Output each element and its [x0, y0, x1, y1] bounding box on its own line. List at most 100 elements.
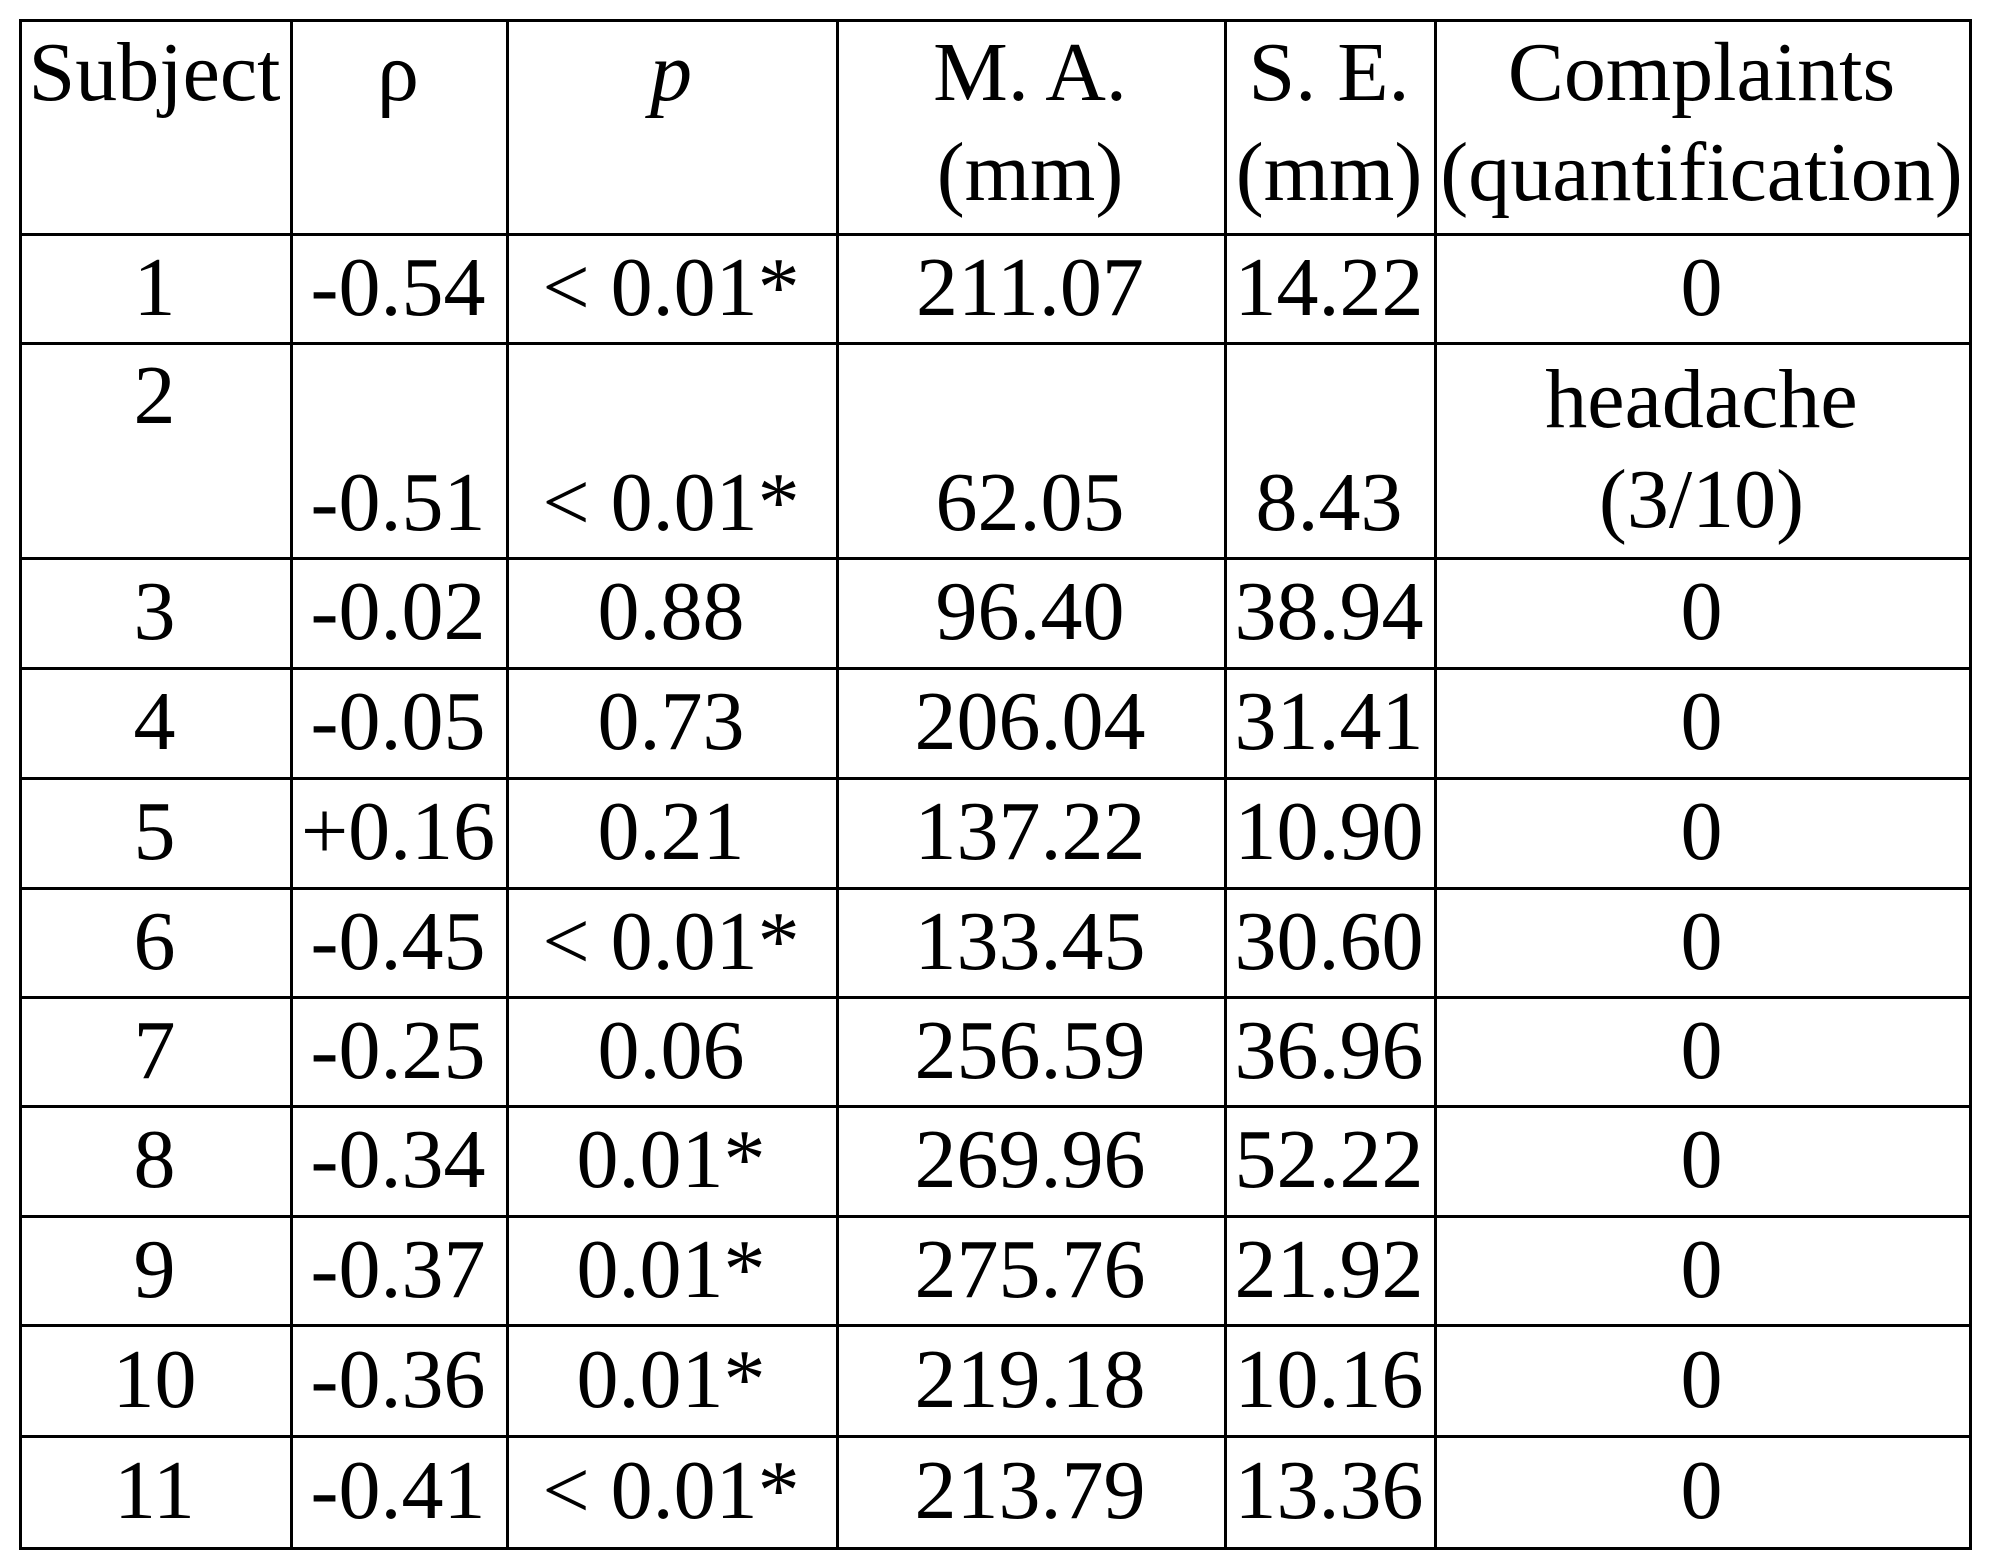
- table-cell: < 0.01*: [506, 233, 836, 342]
- cell-text: 9: [133, 1222, 176, 1316]
- cell-text: < 0.01*: [542, 894, 800, 988]
- table-cell: 1: [19, 233, 290, 342]
- table-cell: +0.16: [290, 777, 506, 887]
- cell-text: (3/10): [1598, 452, 1805, 546]
- table-cell: 0: [1434, 777, 1969, 887]
- table-cell: 0: [1434, 557, 1969, 667]
- cell-text: 8: [133, 1113, 176, 1206]
- row-border: [19, 19, 1972, 22]
- cell-text: 0: [1680, 1003, 1723, 1097]
- table-cell: Complaints (quantification): [1434, 19, 1969, 233]
- table-cell: 30.60: [1224, 887, 1434, 996]
- cell-text: 0: [1680, 675, 1723, 768]
- column-border: [506, 19, 509, 1550]
- cell-text: 0: [1680, 1444, 1723, 1537]
- cell-text: 0: [1680, 565, 1723, 658]
- cell-text: 0.21: [597, 785, 745, 878]
- cell-text: 13.36: [1234, 1444, 1424, 1537]
- cell-text: ρ: [377, 26, 419, 119]
- column-border: [1434, 19, 1437, 1550]
- cell-text: -0.51: [310, 456, 486, 549]
- cell-text: 0: [1680, 1332, 1723, 1426]
- table-cell: 219.18: [836, 1324, 1224, 1435]
- table-cell: headache (3/10): [1434, 342, 1969, 557]
- cell-text: 0.01*: [576, 1332, 766, 1426]
- row-border: [19, 887, 1972, 890]
- column-border: [19, 19, 22, 1550]
- cell-text: Subject: [28, 26, 281, 119]
- table-cell: -0.05: [290, 667, 506, 777]
- cell-text: +0.16: [300, 785, 496, 878]
- row-border: [19, 1547, 1972, 1550]
- row-border: [19, 777, 1972, 780]
- cell-text: 0.01*: [576, 1113, 766, 1206]
- table-cell: 0: [1434, 233, 1969, 342]
- table-cell: 137.22: [836, 777, 1224, 887]
- table-cell: 11: [19, 1435, 290, 1547]
- row-border: [19, 1435, 1972, 1438]
- cell-text: 7: [133, 1003, 176, 1097]
- cell-text: 211.07: [916, 240, 1144, 334]
- table-cell: 0: [1434, 1324, 1969, 1435]
- cell-text: 62.05: [935, 456, 1125, 549]
- cell-text: 6: [133, 894, 176, 988]
- cell-text: 5: [133, 785, 176, 878]
- table-cell: -0.36: [290, 1324, 506, 1435]
- cell-text: < 0.01*: [542, 1444, 800, 1537]
- cell-text: 10.90: [1234, 785, 1424, 878]
- cell-text: 275.76: [914, 1222, 1146, 1316]
- table-cell: -0.37: [290, 1215, 506, 1324]
- table-cell: 36.96: [1224, 996, 1434, 1105]
- cell-text: 256.59: [914, 1003, 1146, 1097]
- table-cell: 256.59: [836, 996, 1224, 1105]
- table-cell: 9: [19, 1215, 290, 1324]
- cell-text: 2: [133, 349, 176, 442]
- cell-text: Complaints: [1507, 26, 1896, 119]
- cell-text: 36.96: [1234, 1003, 1424, 1097]
- table-cell: -0.34: [290, 1105, 506, 1215]
- cell-text: 0: [1680, 894, 1723, 988]
- cell-text: S. E.: [1248, 26, 1410, 119]
- cell-text: (mm): [936, 126, 1124, 219]
- cell-text: -0.41: [310, 1444, 486, 1537]
- cell-text: -0.25: [310, 1003, 486, 1097]
- table-cell: 0.06: [506, 996, 836, 1105]
- table-cell: -0.02: [290, 557, 506, 667]
- cell-text: 0: [1680, 1113, 1723, 1206]
- column-border: [290, 19, 293, 1550]
- cell-text: 133.45: [914, 894, 1146, 988]
- cell-text: 38.94: [1234, 565, 1424, 658]
- table-cell: 0: [1434, 1215, 1969, 1324]
- cell-text: 96.40: [935, 565, 1125, 658]
- table-cell: -0.41: [290, 1435, 506, 1547]
- table-cell: M. A. (mm): [836, 19, 1224, 233]
- cell-text: -0.45: [310, 894, 486, 988]
- table-cell: 7: [19, 996, 290, 1105]
- cell-text: 0.06: [597, 1003, 745, 1097]
- cell-text: 10: [112, 1332, 197, 1426]
- table-cell: 0.21: [506, 777, 836, 887]
- cell-text: 31.41: [1234, 675, 1424, 768]
- cell-text: 30.60: [1234, 894, 1424, 988]
- cell-text: 4: [133, 675, 176, 768]
- table-cell: 6: [19, 887, 290, 996]
- table-cell: 0: [1434, 887, 1969, 996]
- table-cell: 269.96: [836, 1105, 1224, 1215]
- table-cell: -0.45: [290, 887, 506, 996]
- table-cell: 13.36: [1224, 1435, 1434, 1547]
- table-cell: -0.54: [290, 233, 506, 342]
- cell-text: -0.05: [310, 675, 486, 768]
- cell-text: 14.22: [1234, 240, 1424, 334]
- table-cell: 213.79: [836, 1435, 1224, 1547]
- cell-text: 0: [1680, 240, 1723, 334]
- cell-text: (quantification): [1440, 126, 1963, 219]
- cell-text: 52.22: [1234, 1113, 1424, 1206]
- cell-text: (mm): [1235, 126, 1423, 219]
- row-border: [19, 1324, 1972, 1327]
- cell-text: 0.73: [597, 675, 745, 768]
- cell-text: 1: [133, 240, 176, 334]
- cell-text: -0.02: [310, 565, 486, 658]
- cell-text: 137.22: [914, 785, 1146, 878]
- cell-text: 10.16: [1234, 1332, 1424, 1426]
